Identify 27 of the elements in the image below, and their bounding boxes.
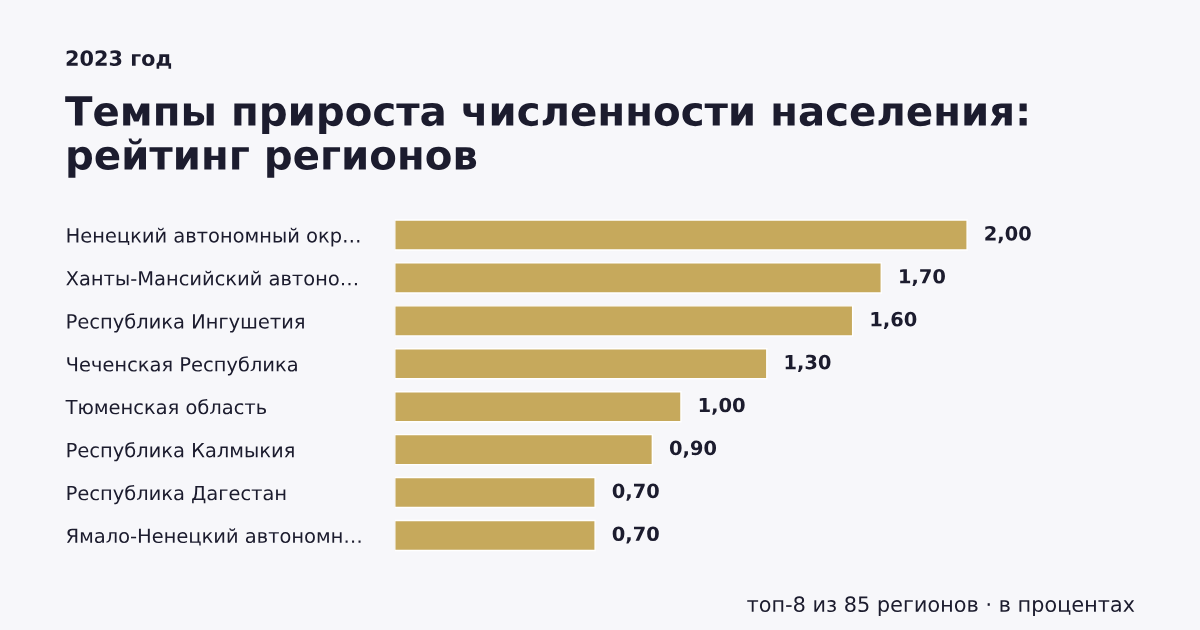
- y-tick-label: Ханты-Мансийский автоно…: [66, 270, 357, 286]
- y-tick-label: Республика Дагестан: [67, 484, 286, 505]
- bar: [394, 433, 654, 466]
- text: топ-8 из 85 регионов · в процентах: [747, 596, 1135, 617]
- chart-title: Темпы прироста численности населения: рейтинг регионов: [65, 96, 1027, 178]
- data-label: 0,70: [612, 526, 659, 544]
- data-label: 0,90: [669, 440, 717, 458]
- data-label: 1,00: [699, 397, 745, 415]
- data-label: 1,70: [900, 268, 945, 287]
- text: 2023 год: [66, 50, 172, 69]
- y-tick-label: Республика Ингушетия: [67, 313, 304, 333]
- y-tick-label: Ненецкий автономный окр…: [67, 227, 360, 247]
- data-label: 1,30: [785, 354, 831, 372]
- y-tick-label: Республика Калмыкия: [67, 442, 294, 462]
- bar: [394, 305, 854, 337]
- data-label: 0,70: [612, 483, 659, 501]
- data-label: 2,00: [985, 225, 1031, 244]
- bar: [394, 519, 596, 552]
- bar: [394, 348, 768, 380]
- bar: [394, 219, 968, 251]
- y-tick-label: Тюменская область: [65, 398, 267, 415]
- y-tick-label: Ямало-Ненецкий автономн…: [66, 528, 361, 546]
- data-label: 1,60: [871, 311, 917, 329]
- bar: [394, 262, 882, 294]
- y-tick-label: Чеченская Республика: [67, 356, 297, 376]
- bar: [394, 390, 682, 423]
- bar: [394, 476, 596, 509]
